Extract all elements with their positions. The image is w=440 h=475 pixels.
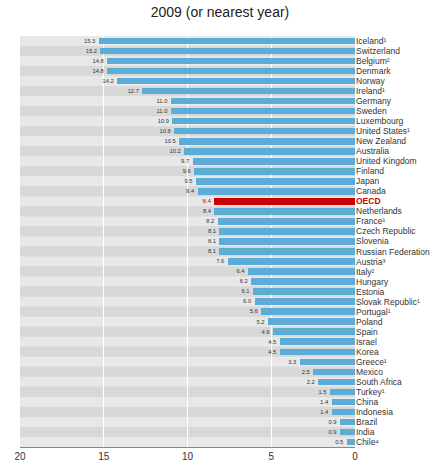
svg-text:China: China bbox=[356, 397, 378, 407]
svg-text:12.7: 12.7 bbox=[128, 88, 139, 94]
svg-text:9.4: 9.4 bbox=[186, 188, 195, 194]
svg-text:10.5: 10.5 bbox=[164, 138, 175, 144]
svg-text:Brazil: Brazil bbox=[356, 417, 377, 427]
svg-text:10: 10 bbox=[182, 451, 194, 462]
svg-text:Japan: Japan bbox=[356, 176, 379, 186]
svg-text:India: India bbox=[356, 427, 375, 437]
svg-text:Mexico: Mexico bbox=[356, 367, 383, 377]
svg-text:8.4: 8.4 bbox=[203, 198, 212, 204]
svg-text:3.3: 3.3 bbox=[288, 359, 296, 365]
svg-text:1.4: 1.4 bbox=[320, 409, 329, 415]
svg-text:11.0: 11.0 bbox=[157, 98, 168, 104]
svg-text:Chile⁴: Chile⁴ bbox=[356, 437, 379, 447]
svg-text:Norway: Norway bbox=[356, 76, 386, 86]
svg-text:8.1: 8.1 bbox=[208, 228, 216, 234]
svg-text:4.9: 4.9 bbox=[261, 329, 269, 335]
svg-text:0: 0 bbox=[352, 451, 358, 462]
svg-text:Slovenia: Slovenia bbox=[356, 236, 389, 246]
svg-text:15.2: 15.2 bbox=[86, 48, 97, 54]
svg-text:Switzerland: Switzerland bbox=[356, 46, 400, 56]
svg-text:14.8: 14.8 bbox=[92, 68, 103, 74]
svg-text:9.5: 9.5 bbox=[184, 178, 192, 184]
svg-text:9.6: 9.6 bbox=[183, 168, 191, 174]
svg-text:Turkey¹: Turkey¹ bbox=[356, 387, 385, 397]
svg-text:Poland: Poland bbox=[356, 317, 383, 327]
svg-text:14.8: 14.8 bbox=[92, 58, 103, 64]
svg-text:5.2: 5.2 bbox=[256, 319, 264, 325]
svg-text:Luxembourg: Luxembourg bbox=[356, 116, 404, 126]
svg-text:Austria³: Austria³ bbox=[356, 257, 385, 267]
svg-text:Finland: Finland bbox=[356, 166, 384, 176]
svg-text:15: 15 bbox=[98, 451, 110, 462]
svg-text:4.5: 4.5 bbox=[268, 349, 276, 355]
svg-text:6.1: 6.1 bbox=[241, 288, 249, 294]
svg-text:7.6: 7.6 bbox=[216, 258, 224, 264]
svg-text:10.8: 10.8 bbox=[159, 128, 170, 134]
svg-text:0.9: 0.9 bbox=[329, 429, 337, 435]
svg-text:14.2: 14.2 bbox=[102, 78, 113, 84]
svg-text:8.2: 8.2 bbox=[206, 218, 214, 224]
svg-text:Australia: Australia bbox=[356, 146, 389, 156]
svg-text:Netherlands: Netherlands bbox=[356, 206, 402, 216]
svg-text:2009 (or nearest year): 2009 (or nearest year) bbox=[151, 4, 290, 20]
svg-text:6.0: 6.0 bbox=[243, 298, 251, 304]
svg-text:2.2: 2.2 bbox=[307, 379, 315, 385]
svg-text:Spain: Spain bbox=[356, 327, 378, 337]
svg-text:Estonia: Estonia bbox=[356, 287, 385, 297]
svg-text:1.5: 1.5 bbox=[318, 389, 326, 395]
svg-text:15.3: 15.3 bbox=[84, 38, 95, 44]
svg-text:Greece¹: Greece¹ bbox=[356, 357, 387, 367]
svg-text:Hungary: Hungary bbox=[356, 277, 389, 287]
svg-text:Iceland¹: Iceland¹ bbox=[356, 36, 386, 46]
svg-text:South Africa: South Africa bbox=[356, 377, 402, 387]
svg-text:6.4: 6.4 bbox=[236, 268, 245, 274]
svg-text:8.4: 8.4 bbox=[203, 208, 212, 214]
svg-text:0.5: 0.5 bbox=[335, 439, 343, 445]
svg-text:9.7: 9.7 bbox=[181, 158, 189, 164]
svg-text:Italy²: Italy² bbox=[356, 267, 375, 277]
svg-text:2.5: 2.5 bbox=[302, 369, 310, 375]
svg-text:France¹: France¹ bbox=[356, 216, 385, 226]
svg-text:United Kingdom: United Kingdom bbox=[356, 156, 416, 166]
svg-text:10.9: 10.9 bbox=[158, 118, 169, 124]
svg-text:0.9: 0.9 bbox=[328, 419, 336, 425]
svg-text:Czech Republic: Czech Republic bbox=[356, 226, 416, 236]
svg-text:Slovak Republic¹: Slovak Republic¹ bbox=[356, 297, 420, 307]
svg-text:20: 20 bbox=[14, 451, 26, 462]
svg-text:United States¹: United States¹ bbox=[356, 126, 410, 136]
svg-text:Korea: Korea bbox=[356, 347, 379, 357]
svg-text:8.1: 8.1 bbox=[208, 238, 216, 244]
svg-text:Ireland¹: Ireland¹ bbox=[356, 86, 385, 96]
svg-text:New Zealand: New Zealand bbox=[356, 136, 406, 146]
svg-text:Russian Federation: Russian Federation bbox=[356, 246, 430, 256]
svg-text:Sweden: Sweden bbox=[356, 106, 387, 116]
svg-text:Israel: Israel bbox=[356, 337, 377, 347]
svg-text:5: 5 bbox=[268, 451, 274, 462]
svg-text:11.0: 11.0 bbox=[157, 108, 168, 114]
svg-text:4.5: 4.5 bbox=[268, 339, 276, 345]
svg-text:Canada: Canada bbox=[356, 186, 386, 196]
svg-text:OECD: OECD bbox=[356, 196, 381, 206]
svg-text:5.6: 5.6 bbox=[250, 308, 258, 314]
svg-text:Portugal¹: Portugal¹ bbox=[356, 307, 391, 317]
svg-text:10.2: 10.2 bbox=[169, 148, 180, 154]
svg-text:Denmark: Denmark bbox=[356, 66, 391, 76]
svg-text:Belgium²: Belgium² bbox=[356, 56, 390, 66]
svg-text:Germany: Germany bbox=[356, 96, 392, 106]
svg-text:8.1: 8.1 bbox=[208, 248, 216, 254]
svg-text:1.4: 1.4 bbox=[320, 399, 329, 405]
svg-text:Indonesia: Indonesia bbox=[356, 407, 393, 417]
svg-text:6.2: 6.2 bbox=[240, 278, 248, 284]
